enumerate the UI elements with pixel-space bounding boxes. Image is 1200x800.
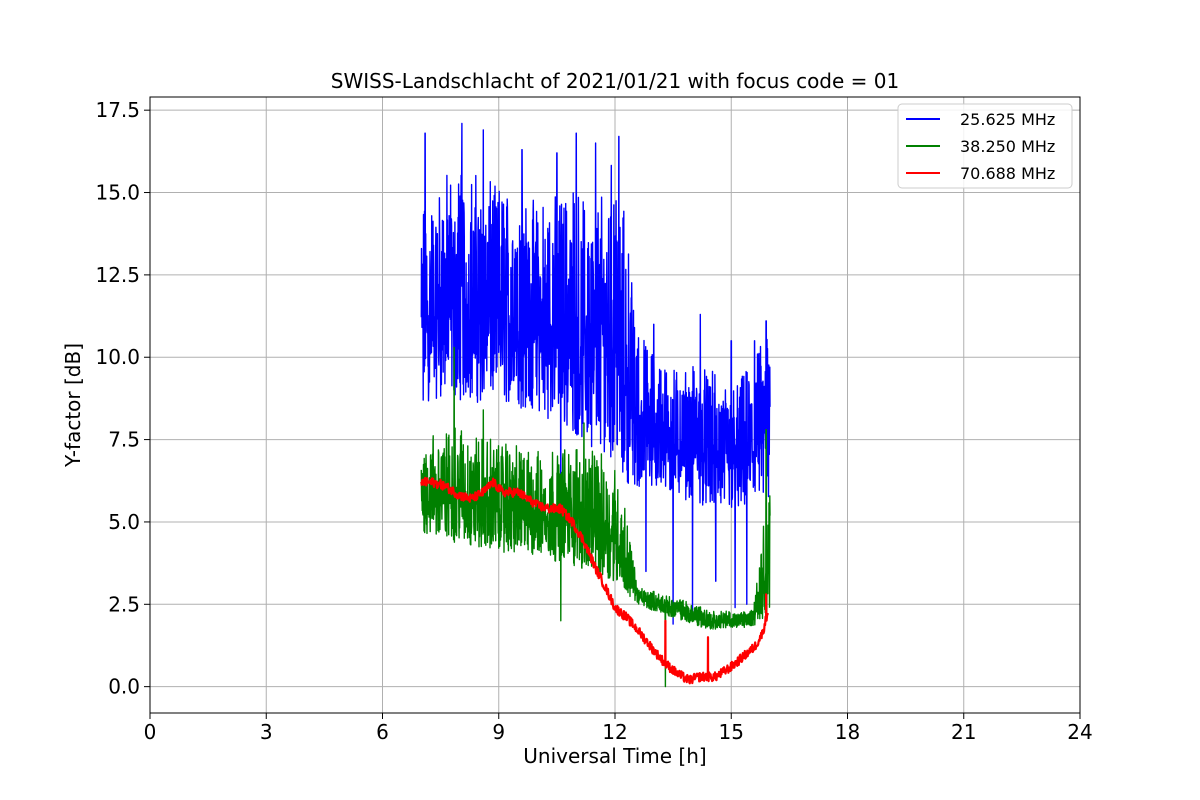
y-tick-label: 15.0: [95, 181, 140, 205]
x-axis-label: Universal Time [h]: [523, 744, 706, 768]
y-tick-label: 2.5: [108, 592, 140, 616]
y-axis: 0.0 2.5 5.0 7.5 10.0 12.5 15.0 17.5: [95, 98, 150, 699]
chart-title: SWISS-Landschlacht of 2021/01/21 with fo…: [331, 69, 899, 93]
x-tick-label: 6: [376, 720, 389, 744]
y-tick-label: 17.5: [95, 98, 140, 122]
y-tick-label: 12.5: [95, 263, 140, 287]
legend: 25.625 MHz 38.250 MHz 70.688 MHz: [897, 103, 1073, 189]
legend-label: 70.688 MHz: [960, 164, 1055, 183]
series-line-2: [420, 476, 770, 685]
legend-label: 38.250 MHz: [960, 137, 1055, 156]
series-line-0: [420, 122, 771, 625]
x-tick-label: 0: [144, 720, 157, 744]
y-tick-label: 5.0: [108, 510, 140, 534]
x-tick-label: 21: [951, 720, 976, 744]
y-tick-label: 10.0: [95, 345, 140, 369]
x-tick-label: 12: [602, 720, 627, 744]
x-axis: 0 3 6 9 12 15 18 21 24: [144, 713, 1093, 744]
legend-box: [897, 103, 1073, 189]
series-layer: [420, 122, 771, 688]
x-tick-label: 24: [1067, 720, 1092, 744]
x-tick-label: 9: [492, 720, 505, 744]
x-tick-label: 15: [719, 720, 744, 744]
x-tick-label: 3: [260, 720, 273, 744]
x-tick-label: 18: [835, 720, 860, 744]
legend-label: 25.625 MHz: [960, 110, 1055, 129]
y-tick-label: 7.5: [108, 428, 140, 452]
y-axis-label: Y-factor [dB]: [61, 343, 85, 468]
series-line-1: [420, 346, 771, 688]
y-tick-label: 0.0: [108, 675, 140, 699]
